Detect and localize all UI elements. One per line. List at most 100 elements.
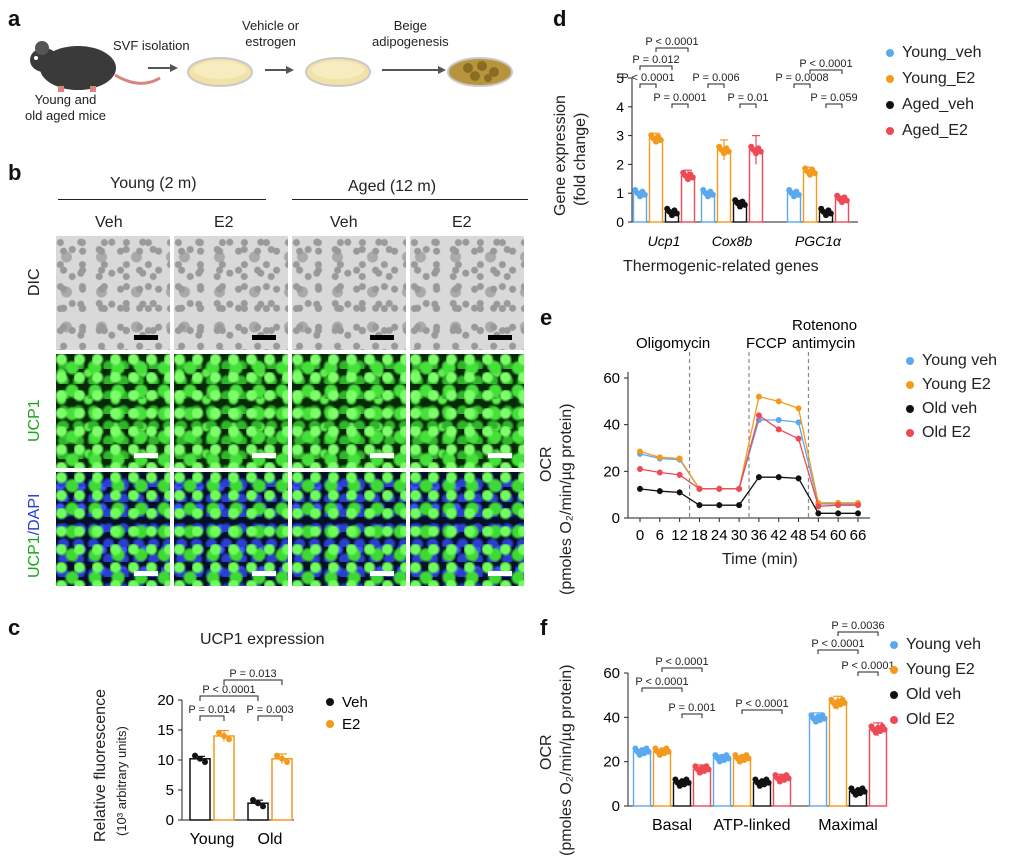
data-point	[284, 759, 290, 765]
micrograph-dic-aged-e2	[410, 236, 524, 350]
data-point	[795, 419, 802, 426]
bar	[802, 170, 818, 223]
legend-item: Young veh	[890, 636, 981, 654]
data-point	[725, 148, 732, 155]
col-label: Veh	[95, 214, 123, 231]
micrograph-dapi-young-veh	[56, 472, 170, 586]
data-point	[795, 191, 802, 198]
legend-item: Old E2	[890, 711, 955, 729]
stat-bracket	[741, 709, 783, 714]
panel-label-a: a	[8, 6, 21, 31]
x-tick-label: 48	[790, 527, 807, 544]
data-point	[221, 733, 227, 739]
bar	[271, 758, 293, 821]
y-tick-label: 0	[612, 510, 620, 527]
micrograph-ucp1-aged-e2	[410, 354, 524, 468]
legend-item: Aged_E2	[886, 122, 968, 140]
bar	[828, 702, 848, 807]
data-point	[785, 775, 792, 782]
stat-label: P < 0.0001	[621, 72, 674, 84]
y-tick-label: 20	[603, 463, 620, 480]
y-tick-label: 60	[603, 370, 620, 387]
data-point	[861, 788, 868, 795]
stat-label: P < 0.0001	[841, 660, 894, 672]
data-point	[725, 755, 732, 762]
row-label-dic: DIC	[26, 268, 43, 296]
data-point	[755, 393, 762, 400]
chart-e-xlabel: Time (min)	[722, 551, 798, 568]
data-point	[736, 502, 743, 509]
stat-bracket	[199, 695, 259, 701]
chart-f-ylabel-2: (pmoles O₂/min/µg protein)	[558, 664, 575, 857]
stat-label: P < 0.0001	[811, 638, 864, 650]
data-point	[855, 502, 861, 509]
data-point	[673, 210, 680, 217]
y-tick-label: 60	[603, 665, 620, 682]
stat-bracket	[857, 671, 879, 676]
stat-label: P = 0.01	[727, 92, 768, 104]
stat-label: P = 0.012	[632, 54, 679, 66]
y-tick-label: 3	[616, 128, 624, 144]
x-category-label: ATP-linked	[713, 817, 790, 834]
data-point	[795, 475, 802, 482]
data-point	[656, 469, 663, 476]
data-point	[216, 729, 222, 736]
micrograph-dic-young-veh	[56, 236, 170, 350]
panel-label-c: c	[8, 615, 21, 640]
group-aged: Aged (12 m)	[348, 178, 437, 195]
bar	[692, 768, 712, 807]
workflow-diagram	[30, 41, 513, 92]
stat-bracket	[671, 103, 689, 108]
data-point	[197, 755, 203, 762]
legend-item: Young_veh	[886, 44, 982, 62]
data-point	[737, 203, 743, 210]
chart-d-ylabel-2: (fold change)	[572, 112, 589, 206]
data-point	[645, 748, 652, 755]
step-svf-isolation: SVF isolation	[113, 38, 190, 53]
legend-item: Young veh	[906, 352, 997, 370]
micrograph-ucp1-aged-veh	[292, 354, 406, 468]
chart-e-ylabel-1: OCR	[538, 446, 555, 482]
y-tick-label: 1	[616, 185, 624, 201]
chart-d-xlabel: Thermogenic-related genes	[623, 258, 819, 275]
data-point	[250, 797, 256, 803]
data-point	[192, 752, 198, 759]
chart-d-ylabel-1: Gene expression	[552, 95, 569, 216]
data-point	[656, 454, 663, 461]
group-young-line	[58, 199, 266, 200]
data-point	[795, 435, 802, 442]
x-tick-label: 36	[751, 527, 768, 544]
data-point	[736, 485, 743, 492]
stat-bracket	[809, 69, 843, 74]
bar	[868, 728, 888, 807]
col-label: E2	[452, 214, 472, 231]
stat-label: P < 0.0001	[799, 58, 852, 70]
mouse-caption: Young and old aged mice	[25, 92, 106, 123]
data-point	[753, 150, 759, 157]
data-point	[755, 412, 762, 419]
x-tick-label: 42	[770, 527, 787, 544]
stat-label: P = 0.0001	[653, 92, 706, 104]
data-point	[807, 171, 813, 178]
legend-dot-icon	[906, 380, 914, 389]
stat-label: P = 0.003	[246, 704, 293, 716]
legend-dot-icon	[886, 126, 894, 135]
stat-bracket	[793, 83, 811, 88]
col-label: Veh	[330, 214, 358, 231]
y-tick-label: 20	[603, 754, 620, 771]
data-point	[811, 170, 818, 177]
data-point	[881, 726, 888, 733]
data-point	[637, 193, 643, 200]
y-tick-label: 2	[616, 156, 624, 172]
stat-label: P < 0.0001	[202, 684, 255, 696]
stat-label: P < 0.0001	[735, 698, 788, 710]
data-point	[823, 212, 829, 219]
y-tick-label: 0	[612, 798, 620, 815]
legend-label: Old E2	[906, 711, 955, 728]
data-point	[637, 485, 643, 492]
dish-icon-3	[447, 57, 513, 87]
data-point	[841, 699, 848, 706]
micrograph-ucp1-young-veh	[56, 354, 170, 468]
data-point	[775, 417, 782, 423]
stat-bracket	[639, 65, 673, 70]
